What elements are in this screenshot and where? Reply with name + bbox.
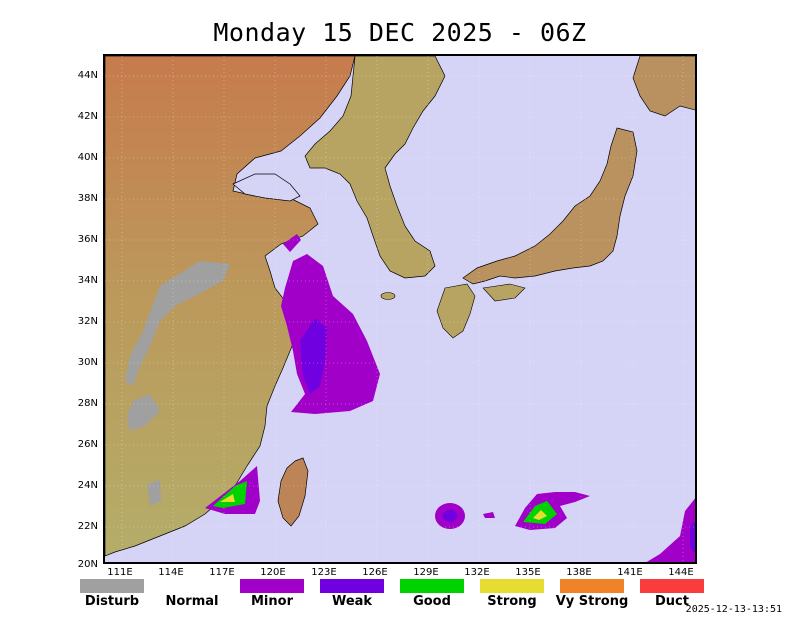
good-region-far-east: [695, 506, 697, 526]
legend-swatch-strong: [480, 579, 544, 593]
taiwan-island: [277, 457, 309, 527]
propagation-map: [105, 56, 697, 562]
legend-swatch-weak: [320, 579, 384, 593]
legend-swatch-minor: [240, 579, 304, 593]
lat-label: 40N: [77, 152, 98, 163]
lon-label: 114E: [158, 567, 184, 578]
lat-label: 26N: [77, 439, 98, 450]
china-landmass: [105, 56, 356, 557]
lon-label: 135E: [515, 567, 541, 578]
legend-swatch-disturb: [80, 579, 144, 593]
minor-region-far-east: [646, 498, 695, 562]
lon-label: 126E: [362, 567, 388, 578]
lon-label: 120E: [260, 567, 286, 578]
lat-label: 44N: [77, 70, 98, 81]
lat-label: 32N: [77, 316, 98, 327]
lon-label: 123E: [311, 567, 337, 578]
legend-label-good: Good: [413, 594, 451, 609]
jeju-island: [380, 292, 396, 300]
disturb-region-2: [127, 394, 160, 431]
map-title: Monday 15 DEC 2025 - 06Z: [213, 18, 587, 47]
lon-label: 129E: [413, 567, 439, 578]
weak-region-far-east: [690, 521, 695, 553]
strong-region-se: [533, 510, 547, 520]
lat-label: 22N: [77, 521, 98, 532]
shikoku: [482, 283, 526, 302]
legend-label-duct: Duct: [655, 594, 689, 609]
minor-region-sliver: [483, 512, 495, 518]
legend-label-disturb: Disturb: [84, 594, 140, 609]
coordinate-grid: [105, 56, 695, 562]
lon-label: 111E: [107, 567, 133, 578]
lat-label: 42N: [77, 111, 98, 122]
lon-label: 132E: [464, 567, 490, 578]
legend-swatch-normal: [160, 579, 224, 593]
legend-label-normal: Normal: [165, 594, 219, 609]
kyushu: [436, 283, 476, 339]
legend-label-strong: Strong: [487, 594, 537, 609]
minor-region-small: [283, 234, 301, 252]
bohai-sea: [232, 173, 301, 202]
lat-label: 28N: [77, 398, 98, 409]
lat-label: 34N: [77, 275, 98, 286]
lat-label: 30N: [77, 357, 98, 368]
legend-label-minor: Minor: [251, 594, 293, 609]
lat-label: 36N: [77, 234, 98, 245]
hokkaido: [632, 56, 695, 117]
lat-label: 38N: [77, 193, 98, 204]
map-area[interactable]: [103, 54, 697, 564]
disturb-region-3: [147, 480, 161, 506]
legend-swatch-duct: [640, 579, 704, 593]
legend-swatch-vy-strong: [560, 579, 624, 593]
legend-label-vy-strong: Vy Strong: [555, 594, 629, 609]
legend-swatch-good: [400, 579, 464, 593]
lon-label: 141E: [617, 567, 643, 578]
lat-label: 20N: [77, 559, 98, 570]
lon-label: 117E: [209, 567, 235, 578]
lat-label: 24N: [77, 480, 98, 491]
honshu: [462, 127, 638, 285]
legend-label-weak: Weak: [331, 594, 373, 609]
lon-label: 144E: [668, 567, 694, 578]
weak-region-east: [443, 510, 457, 522]
timestamp: 2025-12-13-13:51: [685, 604, 782, 615]
disturb-region: [125, 261, 230, 386]
lon-label: 138E: [566, 567, 592, 578]
weak-region-ecs: [300, 318, 327, 394]
